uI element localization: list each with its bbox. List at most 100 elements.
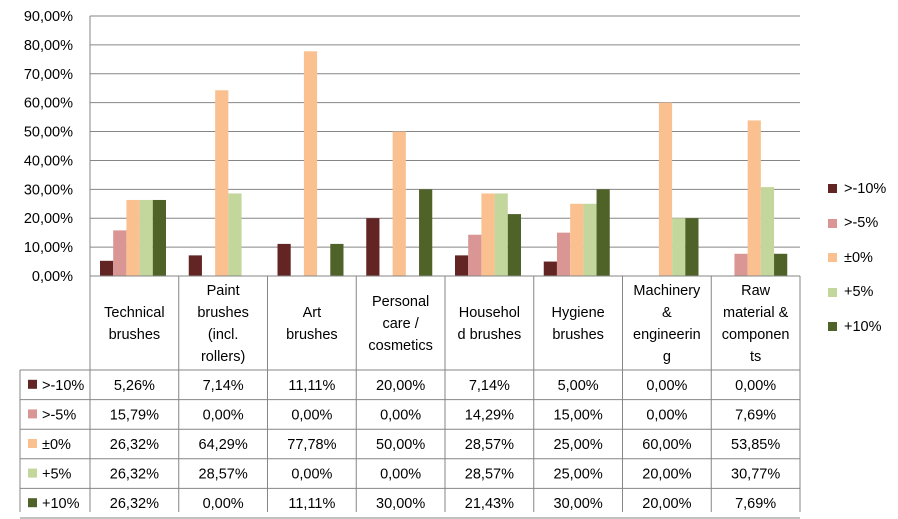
category-label: Machinery bbox=[633, 283, 701, 299]
bar bbox=[455, 255, 469, 276]
category-label: ts bbox=[750, 349, 761, 365]
table-cell-value: 11,11% bbox=[288, 496, 335, 512]
bar bbox=[366, 218, 380, 276]
table-cell-value: 0,00% bbox=[291, 467, 332, 483]
table-cell-value: 28,57% bbox=[465, 467, 514, 483]
table-cell-value: 26,32% bbox=[110, 496, 159, 512]
table-cell-value: 30,00% bbox=[554, 496, 603, 512]
legend-label: >-5% bbox=[844, 215, 879, 231]
legend-item: >-10% bbox=[828, 179, 898, 198]
bar bbox=[100, 260, 114, 276]
y-tick-label: 10,00% bbox=[24, 240, 73, 256]
row-key-label: >-10% bbox=[42, 378, 84, 394]
table-cell-value: 7,69% bbox=[735, 496, 776, 512]
table-cell-value: 0,00% bbox=[380, 407, 421, 423]
table-cell-value: 20,00% bbox=[642, 496, 691, 512]
bar bbox=[126, 199, 140, 276]
bar bbox=[330, 243, 344, 276]
legend-label: >-10% bbox=[844, 180, 887, 197]
category-label: d brushes bbox=[458, 327, 522, 343]
bar bbox=[747, 120, 761, 276]
row-key-swatch-icon bbox=[28, 439, 37, 448]
bar bbox=[468, 234, 482, 276]
bar bbox=[734, 253, 748, 276]
legend-item: ±0% bbox=[828, 248, 898, 267]
bar bbox=[494, 193, 508, 276]
row-key-label: ±0% bbox=[42, 437, 71, 453]
y-tick-label: 40,00% bbox=[24, 153, 73, 169]
table-cell-value: 0,00% bbox=[646, 378, 687, 394]
category-label: (incl. bbox=[208, 327, 239, 343]
table-cell-value: 60,00% bbox=[642, 437, 691, 453]
category-label: Personal bbox=[372, 294, 429, 310]
category-label: Technical bbox=[104, 305, 164, 321]
table-cell-value: 20,00% bbox=[376, 378, 425, 394]
table-cell-value: 21,43% bbox=[465, 496, 514, 512]
bar bbox=[570, 203, 584, 276]
table-cell-value: 25,00% bbox=[554, 467, 603, 483]
bar bbox=[481, 193, 495, 276]
bar bbox=[507, 214, 521, 276]
category-label: Art bbox=[303, 305, 322, 321]
bar bbox=[277, 243, 291, 276]
table-cell-value: 53,85% bbox=[731, 437, 780, 453]
category-label: & bbox=[662, 305, 672, 321]
bar bbox=[139, 199, 153, 276]
legend-swatch-icon bbox=[828, 184, 837, 193]
table-cell-value: 30,77% bbox=[731, 467, 780, 483]
category-label: brushes bbox=[197, 305, 249, 321]
y-tick-label: 70,00% bbox=[24, 67, 73, 83]
row-key-label: +10% bbox=[42, 496, 80, 512]
category-label: brushes bbox=[286, 327, 338, 343]
legend-swatch-icon bbox=[828, 322, 837, 331]
table-cell-value: 11,11% bbox=[288, 378, 335, 394]
table-cell-value: 14,29% bbox=[465, 407, 514, 423]
legend-swatch-icon bbox=[828, 253, 837, 262]
table-cell-value: 0,00% bbox=[646, 407, 687, 423]
legend: >-10% >-5% ±0% +5% +10% bbox=[828, 179, 898, 352]
table-cell-value: 28,57% bbox=[465, 437, 514, 453]
category-label: Househol bbox=[459, 305, 520, 321]
bar bbox=[392, 131, 406, 276]
table-cell-value: 26,32% bbox=[110, 437, 159, 453]
bar bbox=[303, 51, 318, 277]
table-cell-value: 0,00% bbox=[291, 407, 332, 423]
category-label: Raw bbox=[741, 283, 771, 299]
row-key-swatch-icon bbox=[28, 498, 37, 508]
legend-label: +10% bbox=[844, 318, 882, 335]
row-key-swatch-icon bbox=[28, 468, 37, 478]
category-label: brushes bbox=[109, 327, 161, 343]
bar bbox=[113, 230, 127, 276]
legend-item: +10% bbox=[828, 317, 898, 336]
bar bbox=[419, 189, 433, 276]
table-cell-value: 20,00% bbox=[642, 467, 691, 483]
bar bbox=[152, 199, 166, 276]
table-cell-value: 7,69% bbox=[735, 407, 776, 423]
table-cell-value: 0,00% bbox=[203, 496, 244, 512]
bar bbox=[774, 253, 788, 276]
table-cell-value: 15,79% bbox=[110, 407, 159, 423]
legend-swatch-icon bbox=[828, 287, 837, 297]
legend-item: >-5% bbox=[828, 214, 898, 233]
table-cell-value: 0,00% bbox=[203, 407, 244, 423]
table-cell-value: 25,00% bbox=[554, 437, 603, 453]
table-cell-value: 26,32% bbox=[110, 467, 159, 483]
row-key-label: >-5% bbox=[42, 407, 76, 423]
y-tick-label: 80,00% bbox=[24, 38, 73, 54]
category-label: g bbox=[663, 349, 671, 365]
bar bbox=[760, 187, 775, 276]
y-tick-label: 0,00% bbox=[32, 269, 73, 285]
y-tick-label: 90,00% bbox=[24, 9, 73, 25]
y-tick-label: 60,00% bbox=[24, 96, 73, 112]
category-label: rollers) bbox=[201, 349, 245, 365]
category-label: engineerin bbox=[633, 327, 701, 343]
bar bbox=[672, 218, 686, 276]
bar bbox=[543, 261, 557, 276]
bar bbox=[188, 255, 202, 276]
table-cell-value: 0,00% bbox=[380, 467, 421, 483]
table-cell-value: 15,00% bbox=[554, 407, 603, 423]
table-cell-value: 30,00% bbox=[376, 496, 425, 512]
table-cell-value: 64,29% bbox=[199, 437, 248, 453]
table-cell-value: 5,26% bbox=[114, 378, 155, 394]
category-label: Hygiene bbox=[552, 305, 605, 321]
